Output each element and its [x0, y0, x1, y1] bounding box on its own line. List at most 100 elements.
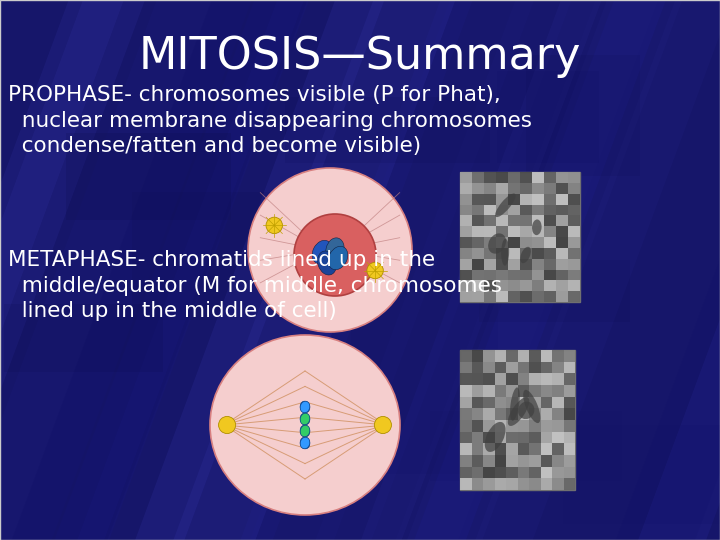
- Bar: [552, 478, 564, 490]
- Bar: [484, 226, 496, 237]
- Bar: [541, 443, 552, 455]
- Bar: [568, 194, 580, 205]
- Bar: [284, 97, 490, 163]
- Bar: [529, 385, 541, 397]
- Bar: [552, 373, 564, 385]
- Bar: [472, 248, 484, 259]
- Ellipse shape: [328, 246, 348, 269]
- Bar: [529, 467, 541, 478]
- Ellipse shape: [532, 219, 541, 235]
- Polygon shape: [638, 0, 720, 540]
- Bar: [460, 362, 472, 373]
- Bar: [484, 205, 496, 215]
- Bar: [520, 248, 532, 259]
- Ellipse shape: [300, 401, 310, 413]
- Bar: [568, 269, 580, 280]
- Polygon shape: [12, 0, 307, 540]
- Bar: [564, 455, 575, 467]
- Bar: [132, 192, 301, 320]
- Bar: [506, 408, 518, 420]
- Bar: [564, 385, 575, 397]
- Bar: [506, 373, 518, 385]
- Polygon shape: [414, 0, 666, 540]
- Bar: [472, 269, 484, 280]
- Bar: [529, 373, 541, 385]
- Bar: [496, 194, 508, 205]
- Bar: [508, 194, 520, 205]
- Bar: [484, 183, 496, 194]
- Bar: [483, 431, 495, 443]
- Bar: [495, 455, 506, 467]
- Bar: [460, 215, 472, 226]
- Bar: [552, 397, 564, 408]
- Bar: [544, 215, 556, 226]
- Bar: [484, 280, 496, 291]
- Bar: [544, 226, 556, 237]
- Bar: [529, 443, 541, 455]
- Bar: [483, 362, 495, 373]
- Bar: [556, 237, 568, 248]
- Bar: [520, 237, 532, 248]
- Circle shape: [266, 217, 282, 234]
- Bar: [529, 455, 541, 467]
- Bar: [526, 55, 639, 177]
- Polygon shape: [240, 0, 473, 540]
- Bar: [568, 237, 580, 248]
- Ellipse shape: [300, 425, 310, 437]
- Bar: [564, 467, 575, 478]
- Bar: [568, 259, 580, 269]
- Bar: [556, 248, 568, 259]
- Bar: [552, 420, 564, 431]
- Ellipse shape: [508, 397, 529, 426]
- Bar: [484, 172, 496, 183]
- Bar: [556, 194, 568, 205]
- Bar: [518, 385, 529, 397]
- Bar: [506, 431, 518, 443]
- Bar: [472, 226, 484, 237]
- Bar: [541, 431, 552, 443]
- Bar: [564, 431, 575, 443]
- Bar: [460, 350, 472, 362]
- Circle shape: [219, 416, 235, 434]
- Ellipse shape: [488, 233, 506, 254]
- Bar: [472, 280, 484, 291]
- Bar: [496, 269, 508, 280]
- Bar: [520, 205, 532, 215]
- Bar: [518, 431, 529, 443]
- Bar: [483, 397, 495, 408]
- Bar: [564, 443, 575, 455]
- Bar: [564, 350, 575, 362]
- Bar: [518, 478, 529, 490]
- Bar: [568, 183, 580, 194]
- Bar: [460, 237, 472, 248]
- Bar: [460, 172, 472, 183]
- Bar: [544, 205, 556, 215]
- Polygon shape: [315, 0, 572, 540]
- Bar: [568, 291, 580, 302]
- Ellipse shape: [523, 390, 541, 423]
- Bar: [460, 420, 472, 431]
- Bar: [556, 183, 568, 194]
- Bar: [472, 215, 484, 226]
- Bar: [460, 259, 472, 269]
- Bar: [568, 248, 580, 259]
- Bar: [544, 280, 556, 291]
- Bar: [552, 408, 564, 420]
- Polygon shape: [0, 0, 145, 540]
- Ellipse shape: [318, 251, 336, 275]
- Polygon shape: [250, 0, 534, 540]
- Bar: [564, 478, 575, 490]
- Bar: [496, 215, 508, 226]
- Bar: [484, 215, 496, 226]
- Bar: [484, 248, 496, 259]
- Bar: [532, 237, 544, 248]
- Bar: [506, 385, 518, 397]
- Bar: [472, 194, 484, 205]
- Bar: [532, 226, 544, 237]
- Ellipse shape: [300, 401, 310, 413]
- Bar: [495, 397, 506, 408]
- Bar: [496, 183, 508, 194]
- Bar: [529, 420, 541, 431]
- Polygon shape: [361, 0, 602, 540]
- Bar: [495, 420, 506, 431]
